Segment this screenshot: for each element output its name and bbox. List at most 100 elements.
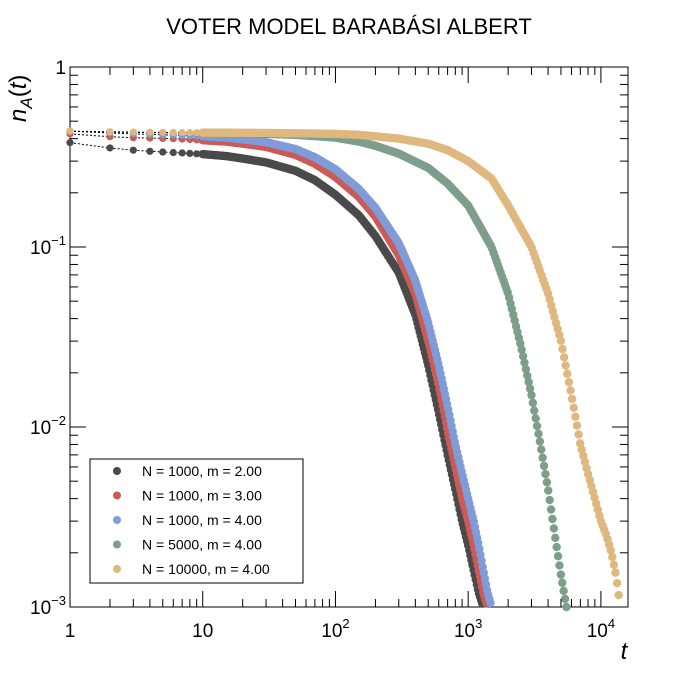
data-point bbox=[574, 430, 583, 439]
data-point bbox=[612, 578, 622, 588]
data-point bbox=[548, 514, 557, 524]
x-tick-label: 10 bbox=[192, 621, 213, 642]
y-axis-symbol: n bbox=[5, 109, 32, 122]
data-point bbox=[193, 129, 201, 137]
series-3 bbox=[66, 127, 495, 608]
data-point bbox=[530, 406, 539, 415]
y-axis: 1 10−1 10−2 10−3 bbox=[30, 58, 628, 619]
data-point bbox=[606, 546, 615, 555]
y-tick-label: 10−2 bbox=[30, 413, 66, 439]
data-point bbox=[539, 461, 549, 471]
data-point bbox=[566, 386, 575, 395]
data-point bbox=[562, 602, 571, 612]
data-point bbox=[609, 560, 619, 570]
data-point bbox=[193, 150, 201, 158]
legend-label: N = 5000, m = 4.00 bbox=[142, 537, 262, 553]
data-point bbox=[532, 421, 542, 431]
y-axis-arg: ( bbox=[5, 89, 32, 97]
legend-marker bbox=[113, 540, 121, 549]
svg-text:nA(t): nA(t) bbox=[5, 75, 36, 122]
data-point bbox=[129, 128, 137, 136]
x-tick-label: 1 bbox=[65, 621, 76, 642]
data-point bbox=[560, 594, 570, 604]
data-point bbox=[524, 377, 533, 387]
y-tick-label: 1 bbox=[55, 58, 66, 79]
data-point bbox=[541, 469, 550, 479]
data-point bbox=[552, 542, 561, 552]
data-point bbox=[520, 358, 529, 367]
data-point bbox=[614, 590, 623, 600]
x-axis-title: t bbox=[621, 638, 629, 665]
legend-label: N = 1000, m = 3.00 bbox=[142, 488, 262, 504]
x-tick-label: 102 bbox=[321, 616, 349, 642]
data-point bbox=[553, 552, 563, 561]
data-point bbox=[178, 129, 186, 137]
data-point bbox=[538, 453, 547, 462]
x-axis: 1 10 102 103 104 bbox=[65, 67, 615, 642]
data-point bbox=[159, 128, 167, 137]
data-point bbox=[546, 505, 556, 514]
x-tick-label: 104 bbox=[587, 616, 615, 642]
data-point bbox=[567, 394, 577, 404]
data-point bbox=[146, 147, 154, 155]
data-point bbox=[558, 578, 567, 587]
data-point bbox=[531, 414, 540, 423]
legend: N = 1000, m = 2.00 N = 1000, m = 3.00 N = … bbox=[89, 458, 304, 584]
x-tick-label: 103 bbox=[454, 616, 482, 642]
data-point bbox=[558, 344, 567, 354]
data-point bbox=[534, 429, 543, 438]
legend-marker bbox=[113, 516, 121, 524]
data-point bbox=[555, 561, 564, 570]
legend-label: N = 1000, m = 4.00 bbox=[142, 512, 262, 528]
legend-label: N = 1000, m = 2.00 bbox=[142, 463, 262, 479]
data-point bbox=[556, 570, 566, 579]
data-point bbox=[551, 533, 560, 543]
y-axis-subscript: A bbox=[17, 97, 36, 109]
data-point bbox=[569, 403, 578, 413]
y-tick-label: 10−1 bbox=[30, 233, 66, 259]
data-point bbox=[106, 144, 114, 152]
data-point bbox=[535, 437, 545, 446]
data-point bbox=[486, 598, 495, 608]
data-point bbox=[527, 390, 536, 400]
data-point bbox=[559, 353, 569, 362]
legend-marker bbox=[113, 565, 121, 573]
data-point bbox=[521, 364, 531, 374]
data-point bbox=[564, 377, 574, 387]
data-point bbox=[178, 149, 186, 157]
legend-marker bbox=[113, 467, 121, 475]
data-point bbox=[561, 361, 570, 370]
data-point bbox=[556, 336, 566, 346]
data-point bbox=[129, 146, 137, 154]
plot-frame bbox=[69, 66, 629, 608]
data-point bbox=[608, 552, 617, 562]
data-point bbox=[517, 345, 526, 354]
x-axis-label: t bbox=[621, 638, 629, 665]
series-layer bbox=[66, 127, 623, 612]
data-point bbox=[169, 128, 177, 137]
data-point bbox=[106, 128, 114, 136]
y-axis-arg-t: t bbox=[5, 81, 32, 89]
data-point bbox=[518, 351, 528, 361]
data-point bbox=[159, 148, 167, 156]
data-point bbox=[66, 139, 74, 147]
data-point bbox=[169, 148, 177, 157]
series-2 bbox=[66, 130, 491, 608]
data-point bbox=[186, 129, 194, 137]
data-point bbox=[525, 384, 535, 393]
legend-box bbox=[89, 458, 304, 584]
data-point bbox=[571, 412, 580, 421]
legend-label: N = 10000, m = 4.00 bbox=[142, 561, 270, 577]
data-point bbox=[146, 128, 154, 136]
data-point bbox=[528, 398, 538, 408]
data-point bbox=[66, 127, 74, 135]
chart-title: VOTER MODEL BARABÁSI ALBERT bbox=[166, 14, 532, 39]
series-5 bbox=[66, 127, 623, 600]
data-point bbox=[542, 478, 552, 487]
data-point bbox=[563, 369, 572, 379]
data-point bbox=[559, 586, 568, 596]
data-point bbox=[544, 486, 553, 495]
data-point bbox=[186, 149, 194, 158]
data-point bbox=[572, 421, 582, 430]
